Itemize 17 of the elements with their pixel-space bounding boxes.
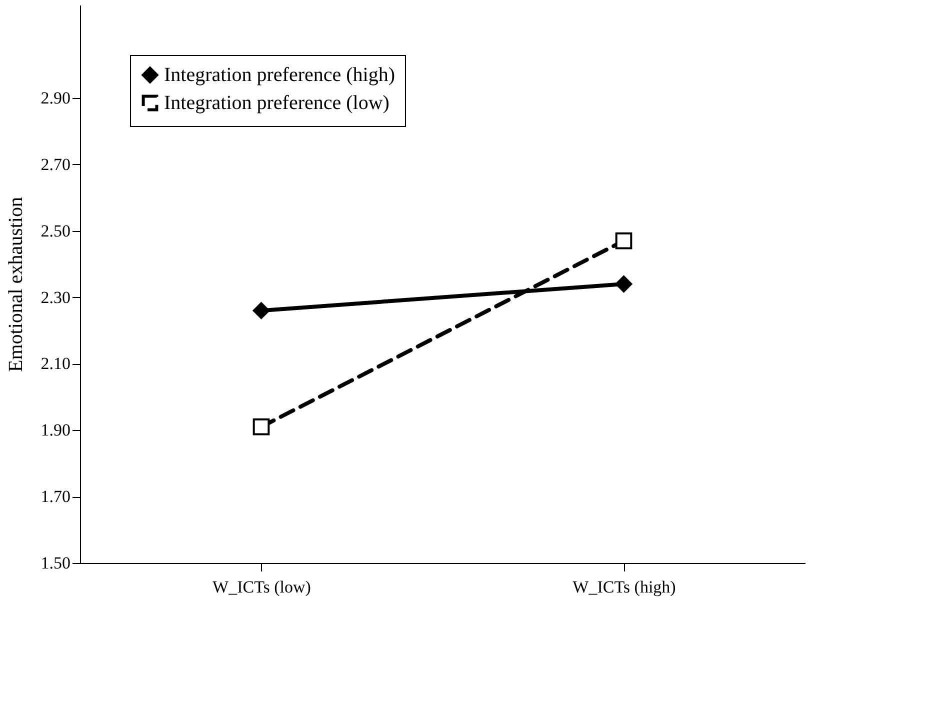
legend-label: Integration preference (low) xyxy=(164,92,390,114)
y-axis-title: Emotional exhaustion xyxy=(4,197,27,372)
y-tick-label: 1.50 xyxy=(40,554,70,572)
y-tick-label: 2.70 xyxy=(40,154,70,174)
point xyxy=(615,276,632,292)
point xyxy=(252,418,270,436)
y-tick-label: 1.90 xyxy=(40,420,70,440)
x-tick-label: W_ICTs (low) xyxy=(212,578,311,596)
y-tick-label: 2.50 xyxy=(40,221,70,240)
y-tick-label: 2.90 xyxy=(40,88,70,108)
y-tick-label: 1.70 xyxy=(40,487,70,506)
point xyxy=(252,302,270,319)
legend-label: Integration preference (high) xyxy=(164,64,395,86)
y-tick-label: 2.30 xyxy=(40,288,70,307)
y-tick-label: 2.10 xyxy=(40,354,70,374)
x-tick-label: W_ICTs (high) xyxy=(572,578,676,596)
point xyxy=(615,232,632,250)
